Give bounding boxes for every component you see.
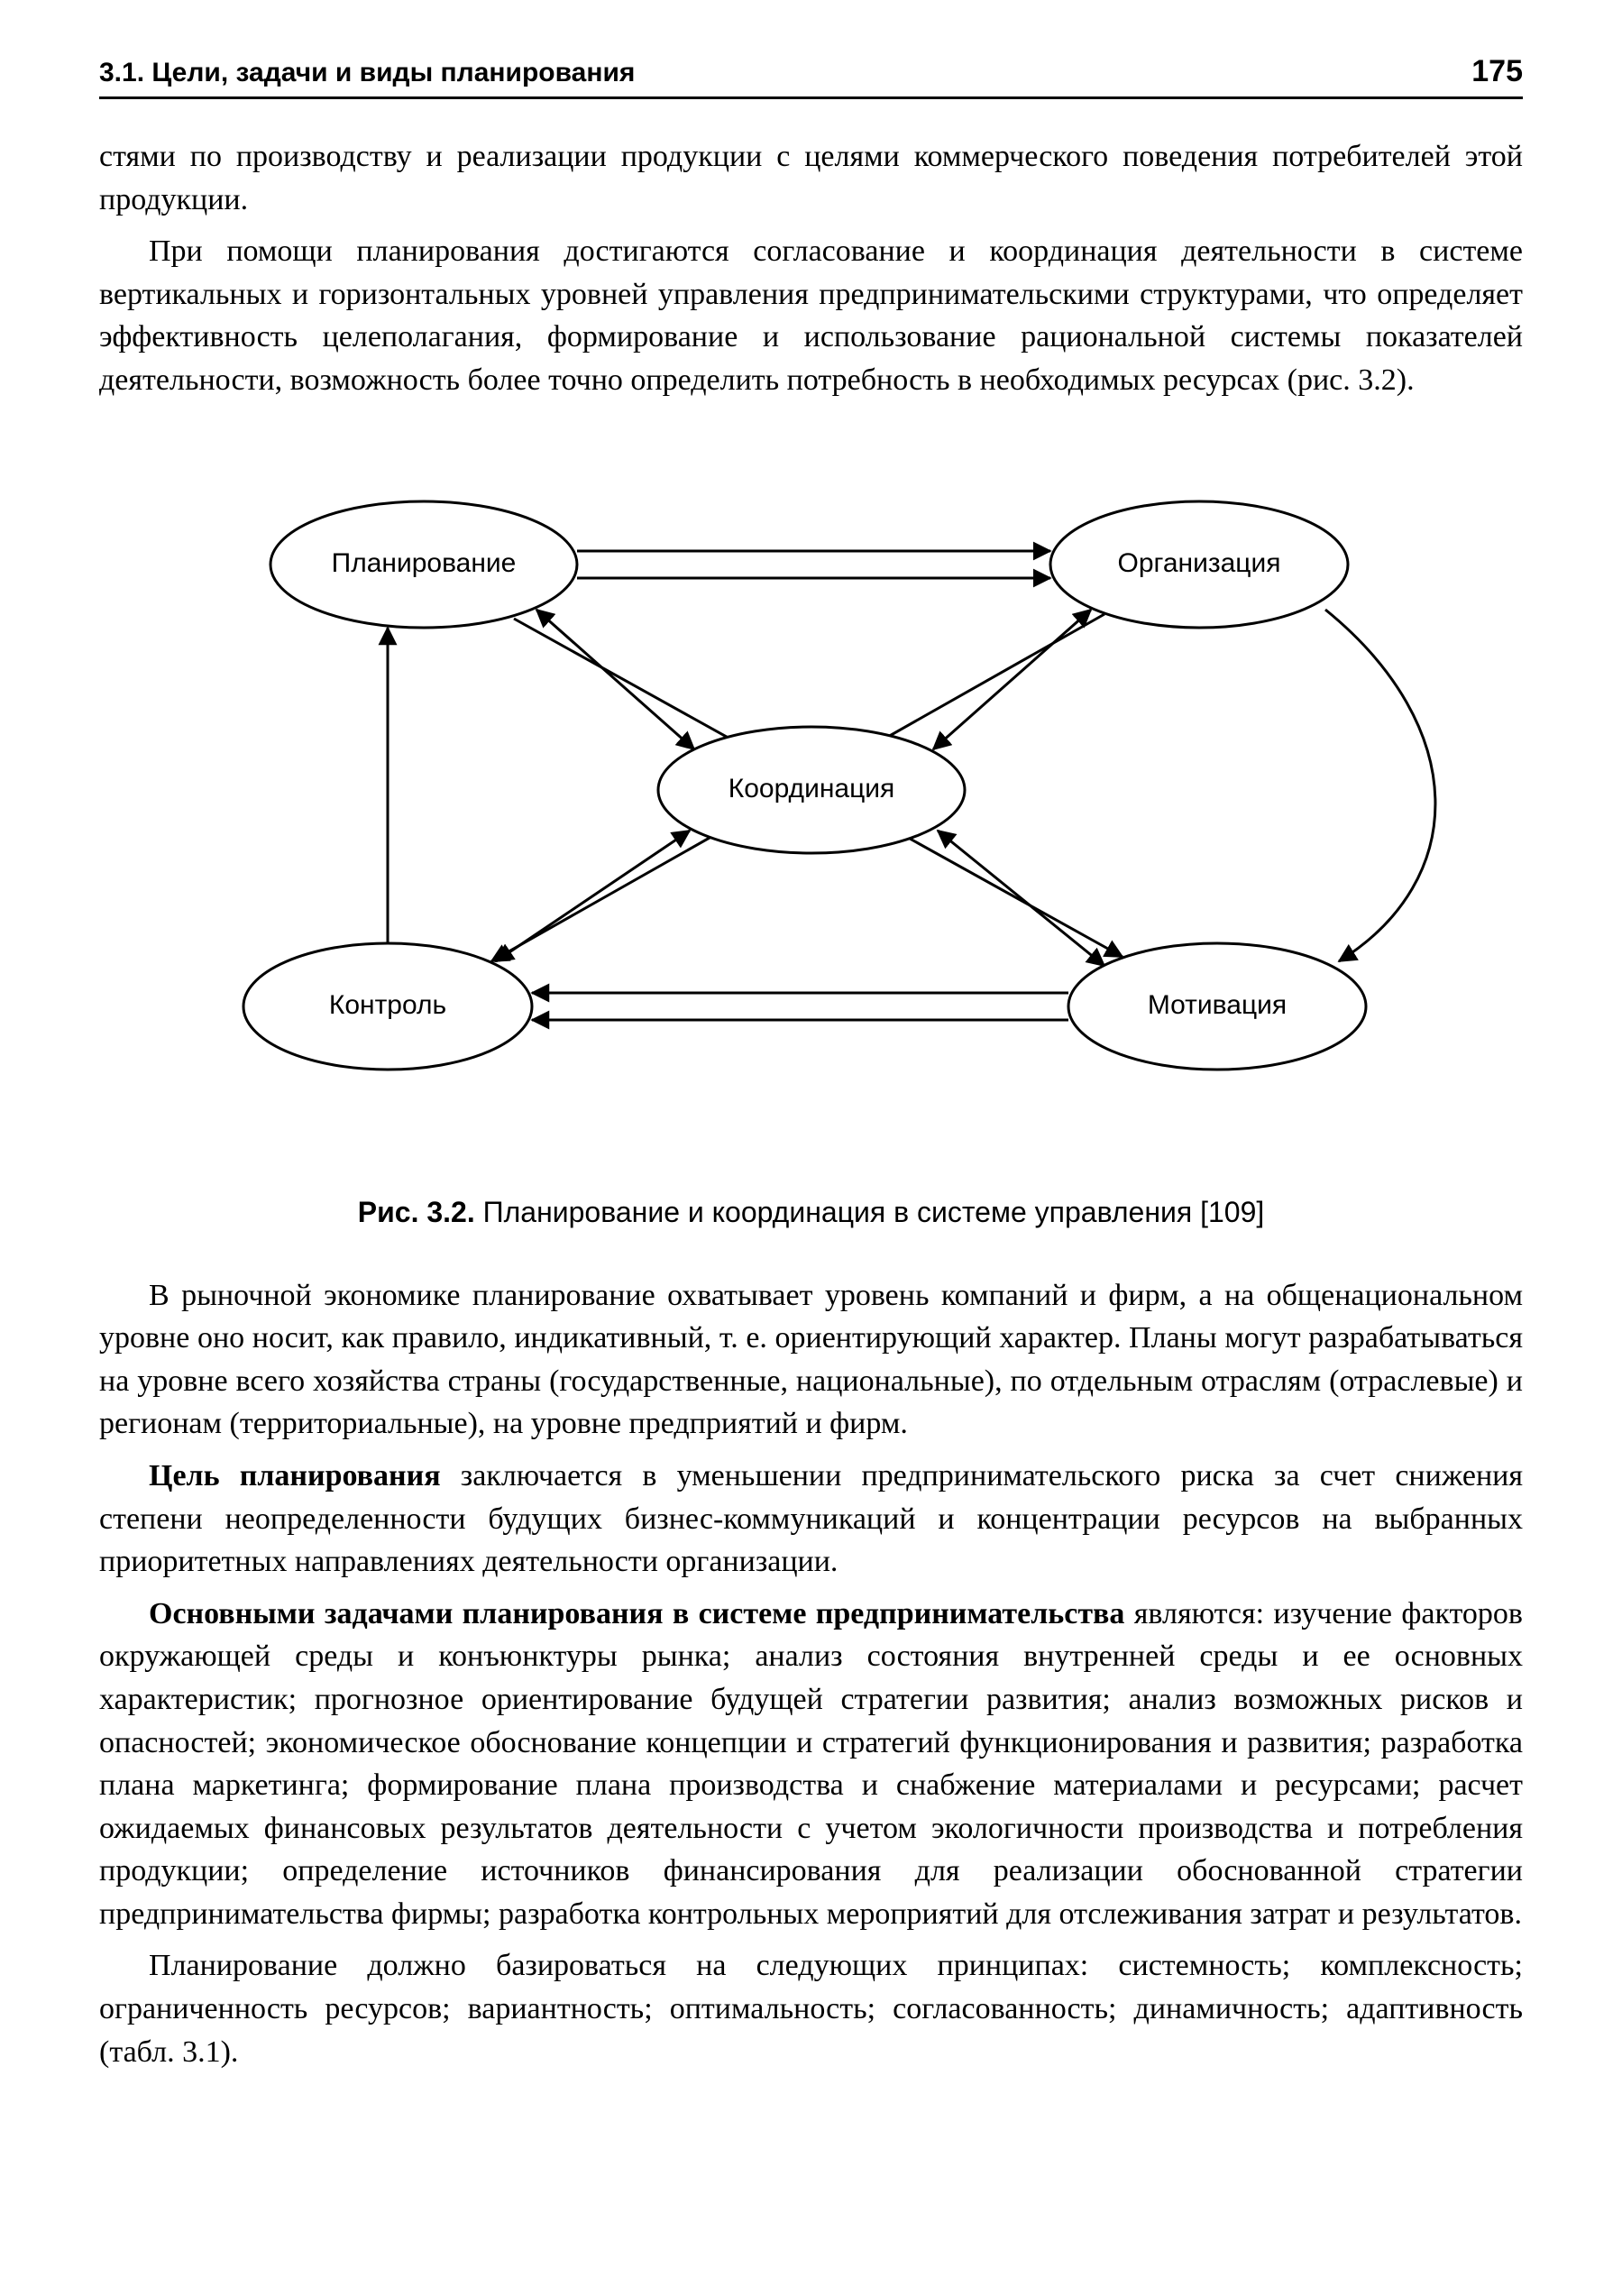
edge-organization-motivation: [1325, 610, 1435, 961]
node-control: Контроль: [243, 943, 532, 1070]
paragraph-tasks: Основными задачами планирования в систем…: [99, 1593, 1523, 1936]
page-number: 175: [1471, 54, 1523, 89]
management-coordination-diagram: Планирование Организация Координация Контро…: [135, 429, 1488, 1169]
paragraph: Планирование должно базироваться на след…: [99, 1944, 1523, 2073]
node-label-motivation: Мотивация: [1147, 989, 1286, 1019]
node-organization: Организация: [1050, 501, 1348, 628]
figure-3-2: Планирование Организация Координация Контро…: [99, 429, 1523, 1169]
node-label-control: Контроль: [328, 989, 445, 1019]
paragraph: При помощи планирования достигаются согл…: [99, 230, 1523, 401]
figure-caption-prefix: Рис. 3.2.: [358, 1196, 475, 1228]
node-label-coordination: Координация: [728, 773, 894, 803]
section-title: 3.1. Цели, задачи и виды планирования: [99, 58, 635, 88]
node-coordination: Координация: [658, 727, 965, 853]
node-planning: Планирование: [270, 501, 577, 628]
paragraph-goal: Цель планирования заключается в уменьшен…: [99, 1455, 1523, 1584]
bold-lead: Цель планирования: [149, 1459, 441, 1492]
paragraph-continuation: стями по производству и реализации проду…: [99, 135, 1523, 221]
paragraph-rest: являются: изучение факторов окружающей с…: [99, 1597, 1523, 1931]
bold-lead: Основными задачами планирования в систем…: [149, 1597, 1124, 1630]
edge-motivation-coordination: [938, 831, 1104, 966]
page: 3.1. Цели, задачи и виды планирования 17…: [0, 0, 1622, 2190]
figure-caption-text: Планирование и координация в системе упр…: [475, 1196, 1265, 1228]
node-label-organization: Организация: [1117, 547, 1280, 577]
edge-organization-coordination: [933, 610, 1091, 749]
running-header: 3.1. Цели, задачи и виды планирования 17…: [99, 54, 1523, 99]
figure-caption: Рис. 3.2. Планирование и координация в с…: [99, 1196, 1523, 1229]
edge-planning-coordination: [536, 610, 694, 749]
paragraph: В рыночной экономике планирование охваты…: [99, 1274, 1523, 1446]
node-motivation: Мотивация: [1068, 943, 1366, 1070]
node-label-planning: Планирование: [331, 547, 516, 577]
